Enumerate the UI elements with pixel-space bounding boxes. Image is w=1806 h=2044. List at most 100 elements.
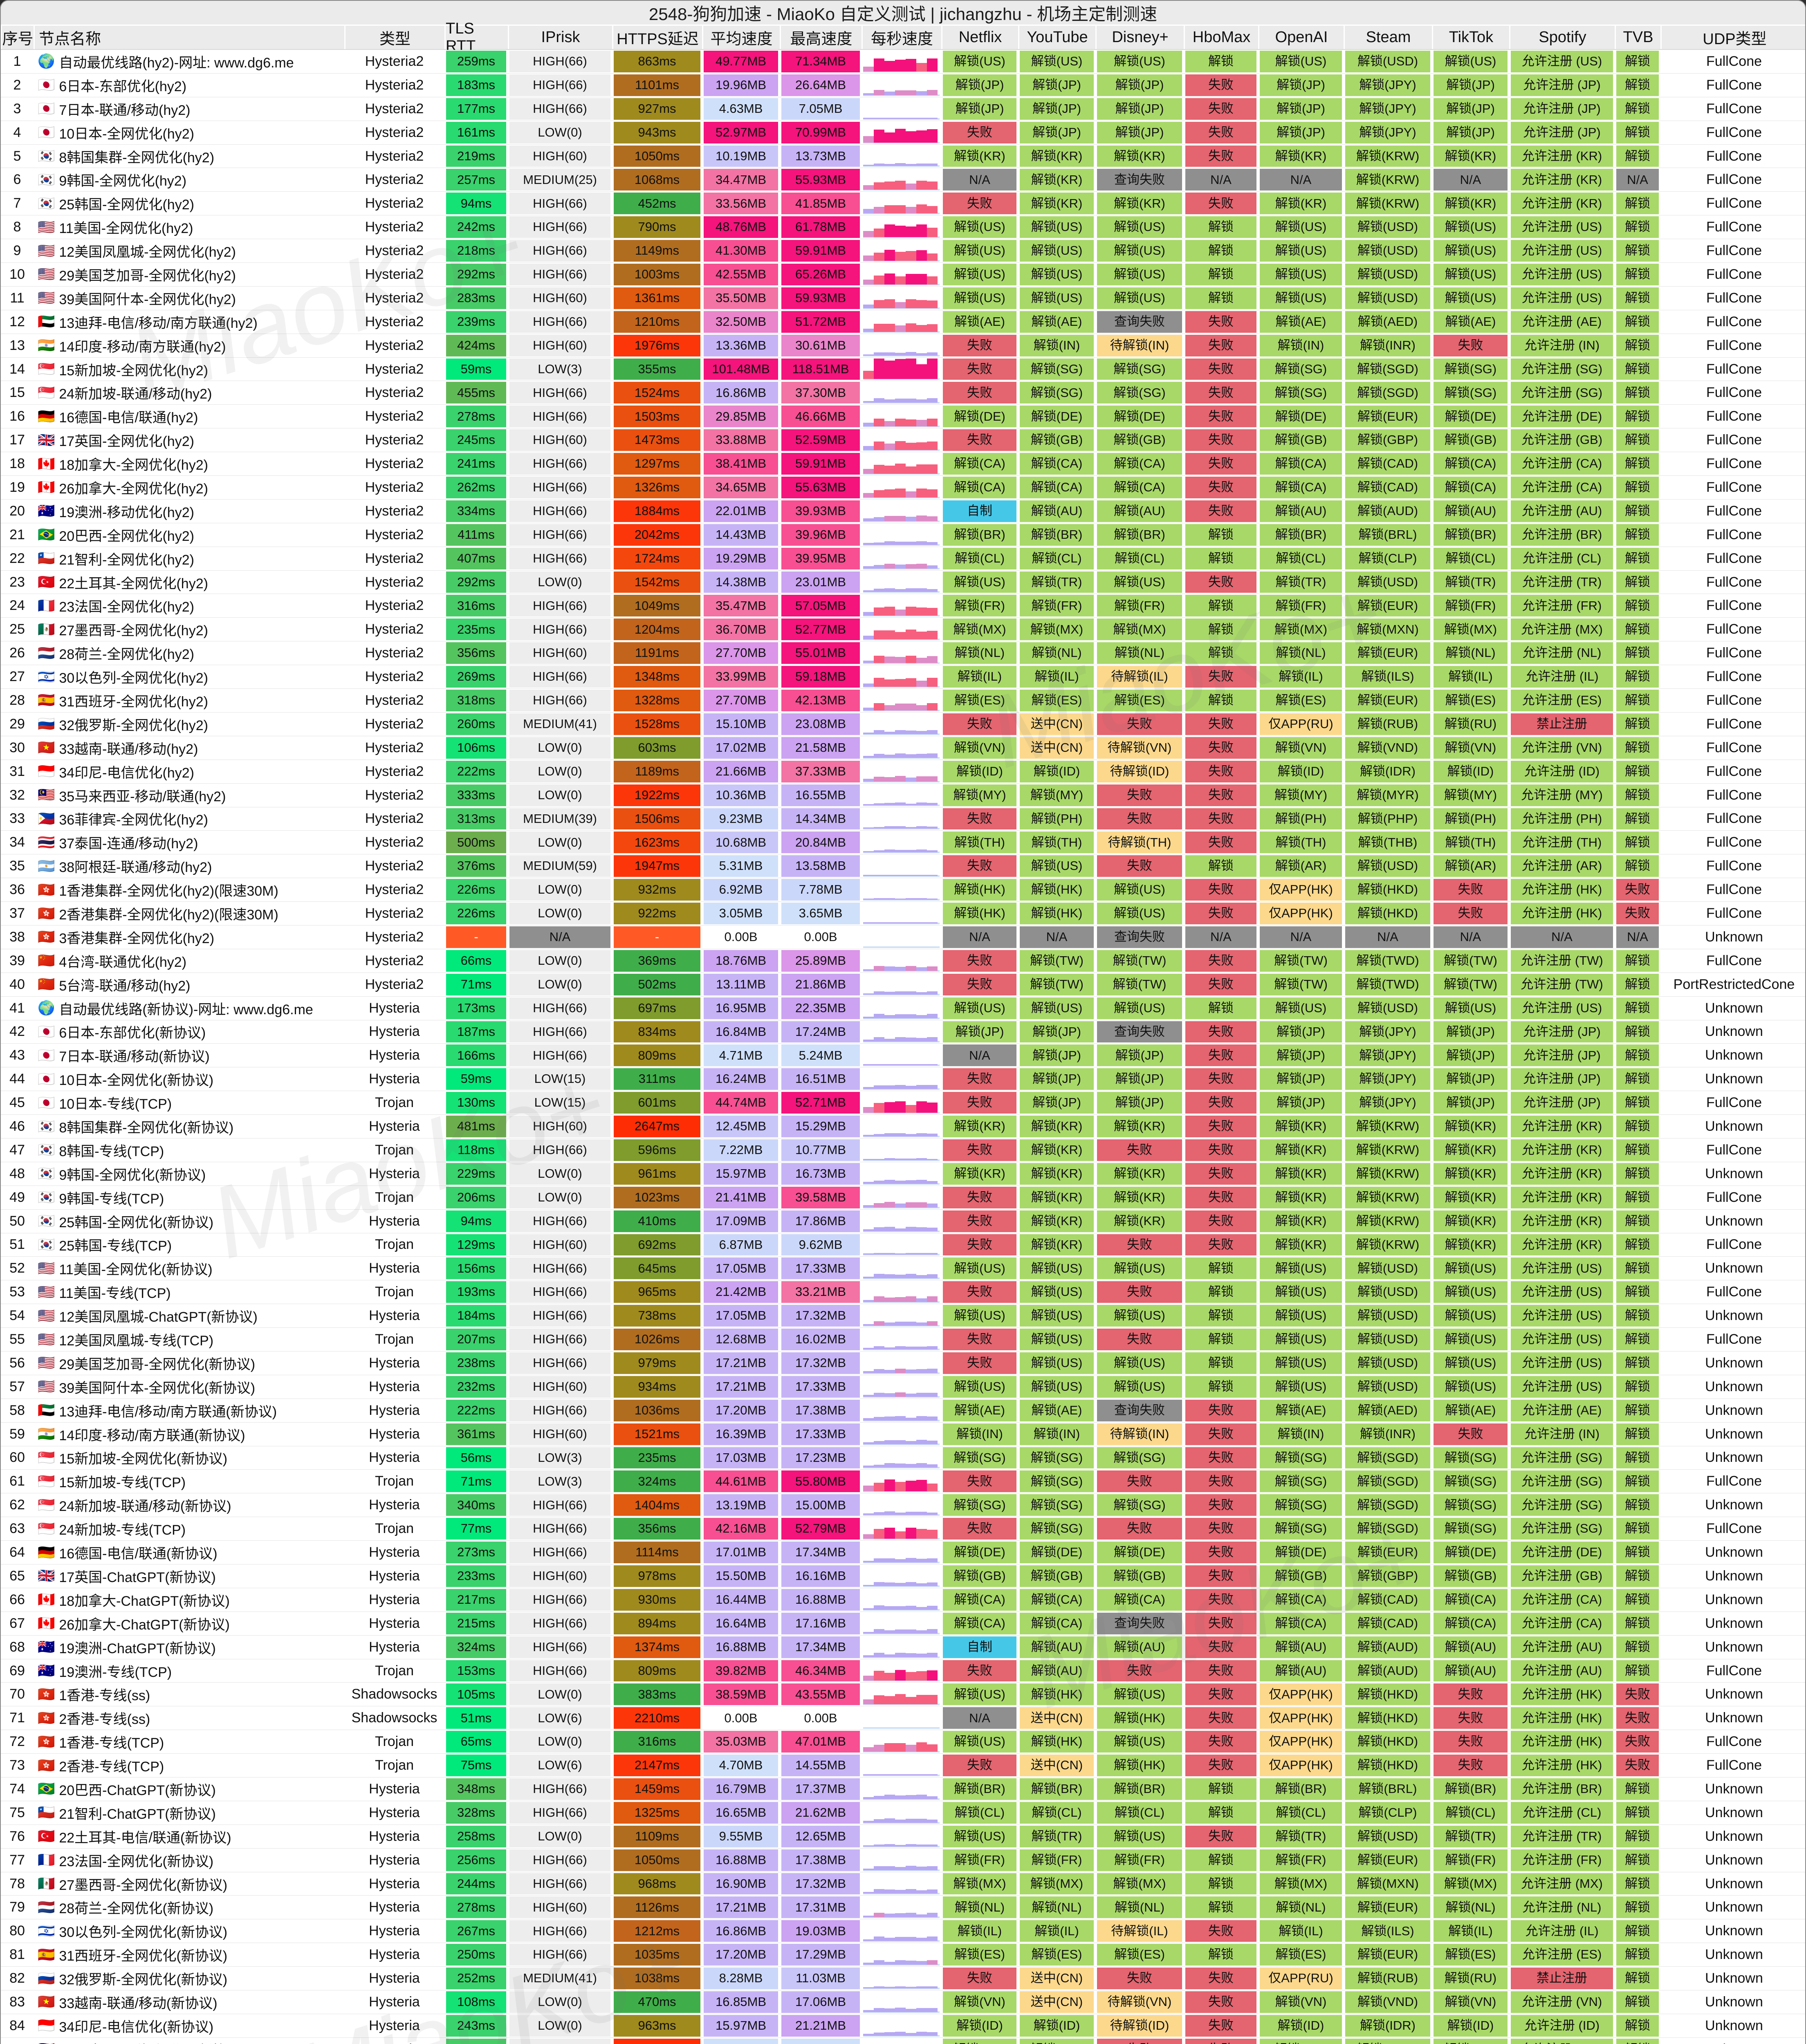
cell-index: 28 — [9, 692, 25, 708]
cell-disneyplus: 解锁(GB) — [1095, 428, 1184, 452]
cell-openai: 仅APP(HK) — [1258, 902, 1344, 925]
cell-index: 7 — [13, 195, 21, 211]
flag-icon: 🇷🇺 — [38, 1970, 55, 1986]
speed-bars — [861, 973, 941, 996]
cell-udp-type: FullCone — [1706, 172, 1762, 188]
cell-netflix: 失败 — [941, 192, 1018, 215]
table-row: 44 🇯🇵 10日本-全网优化(新协议) Hysteria 59ms LOW(15) 311… — [1, 1067, 1805, 1091]
cell-type: Trojan — [375, 1473, 414, 1489]
cell-tvb: 解锁 — [1615, 1564, 1660, 1588]
speed-bars — [861, 1754, 941, 1777]
table-row: 79 🇳🇱 28荷兰-全网优化(新协议) Hysteria 278ms HIGH(60) 1… — [1, 1896, 1805, 1920]
speed-bars — [861, 523, 941, 547]
cell-iprisk: N/A — [508, 925, 612, 949]
table-row: 84 🇮🇩 34印尼-电信优化(新协议) Hysteria 243ms LOW(0) 963… — [1, 2014, 1805, 2038]
cell-type: Hysteria2 — [365, 905, 424, 921]
cell-max-speed: 37.30MB — [780, 381, 861, 405]
node-name: 🇪🇸 31西班牙-全网优化(hy2) — [34, 689, 344, 712]
node-name: 🇲🇽 27墨西哥-全网优化(hy2) — [34, 618, 344, 641]
table-row: 74 🇧🇷 20巴西-ChatGPT(新协议) Hysteria 348ms HIGH(6… — [1, 1777, 1805, 1801]
node-name: 🇺🇸 39美国阿什本-全网优化(新协议) — [34, 1375, 344, 1399]
flag-icon: 🇺🇸 — [38, 1379, 55, 1395]
node-name: 🇧🇷 20巴西-ChatGPT(新协议) — [34, 1777, 344, 1801]
cell-steam: 解锁(USD) — [1344, 215, 1432, 239]
node-name-text: 33越南-联通/移动(hy2) — [59, 741, 198, 757]
cell-tiktok: 解锁(US) — [1432, 50, 1509, 73]
cell-type: Hysteria2 — [365, 976, 424, 992]
cell-netflix: 解锁(SG) — [941, 1493, 1018, 1517]
cell-youtube: 解锁(KR) — [1018, 1115, 1095, 1138]
cell-youtube: 送中(CN) — [1018, 1967, 1095, 1990]
cell-tiktok: 解锁(VN) — [1432, 1990, 1509, 2014]
speed-bars — [861, 1730, 941, 1753]
cell-tiktok: 解锁(VN) — [1432, 736, 1509, 760]
node-name-text: 32俄罗斯-全网优化(新协议) — [59, 1972, 228, 1988]
cell-https-latency: 2210ms — [612, 1706, 702, 1730]
table-row: 12 🇦🇪 13迪拜-电信/移动/南方联通(hy2) Hysteria2 239ms HI… — [1, 310, 1805, 334]
cell-netflix: 解锁(NL) — [941, 641, 1018, 665]
table-row: 35 🇦🇷 38阿根廷-联通/移动(hy2) Hysteria2 376ms MEDIUM… — [1, 854, 1805, 879]
cell-https-latency: 692ms — [612, 1233, 702, 1257]
cell-openai: N/A — [1258, 168, 1344, 192]
cell-youtube: 解锁(ES) — [1018, 689, 1095, 712]
cell-hbomax: 失败 — [1184, 570, 1258, 594]
cell-index: 62 — [9, 1497, 25, 1513]
table-row: 22 🇨🇱 21智利-全网优化(hy2) Hysteria2 407ms HIGH(66)… — [1, 547, 1805, 571]
cell-spotify: 允许注册 (US) — [1509, 1280, 1615, 1304]
cell-youtube: 解锁(JP) — [1018, 97, 1095, 121]
flag-icon: 🇸🇬 — [38, 1473, 55, 1489]
cell-netflix: 解锁(CA) — [941, 476, 1018, 499]
cell-avg-speed: 38.59MB — [702, 1683, 780, 1706]
cell-youtube: 解锁(ID) — [1018, 760, 1095, 783]
cell-openai: 解锁(US) — [1258, 1304, 1344, 1328]
flag-icon: 🇭🇰 — [38, 1686, 55, 1702]
cell-type: Hysteria — [369, 1591, 420, 1607]
node-name: 🇮🇳 14印度-移动/南方联通(hy2) — [34, 334, 344, 357]
cell-openai: 解锁(US) — [1258, 50, 1344, 73]
cell-type: Hysteria — [369, 1947, 420, 1963]
table-row: 69 🇦🇺 19澳洲-专线(TCP) Trojan 153ms HIGH(66) 809ms… — [1, 1659, 1805, 1683]
cell-type: Hysteria — [369, 1355, 420, 1371]
table-row: 80 🇮🇱 30以色列-全网优化(新协议) Hysteria 267ms HIGH(66)… — [1, 1919, 1805, 1943]
cell-https-latency: 1036ms — [612, 1399, 702, 1422]
cell-tls-rtt: 217ms — [444, 1588, 508, 1611]
flag-icon: 🇫🇷 — [38, 1852, 55, 1868]
cell-https-latency: 1297ms — [612, 452, 702, 476]
flag-icon: 🇭🇰 — [38, 1710, 55, 1726]
cell-tvb: 解锁 — [1615, 476, 1660, 499]
cell-youtube: 解锁(HK) — [1018, 902, 1095, 925]
flag-icon: 🇺🇸 — [38, 1355, 55, 1371]
cell-disneyplus: 解锁(JP) — [1095, 1067, 1184, 1091]
cell-youtube: 送中(CN) — [1018, 1990, 1095, 2014]
cell-hbomax: 失败 — [1184, 1967, 1258, 1990]
cell-spotify: 允许注册 (DE) — [1509, 1541, 1615, 1564]
cell-max-speed: 47.01MB — [780, 1730, 861, 1754]
cell-tiktok: 解锁(FR) — [1432, 594, 1509, 618]
node-name-text: 15新加坡-全网优化(新协议) — [59, 1451, 228, 1467]
cell-disneyplus: 待解锁(IN) — [1095, 334, 1184, 357]
flag-icon: 🇬🇧 — [38, 432, 55, 448]
cell-youtube: 解锁(IL) — [1018, 1919, 1095, 1943]
cell-iprisk: LOW(6) — [508, 1754, 612, 1777]
cell-index: 71 — [9, 1710, 25, 1726]
table-row: 71 🇭🇰 2香港-专线(ss) Shadowsocks 51ms LOW(6) 2210m… — [1, 1706, 1805, 1730]
cell-spotify: 允许注册 (MY) — [1509, 2037, 1615, 2044]
cell-index: 49 — [9, 1189, 25, 1205]
cell-https-latency: 1212ms — [612, 1919, 702, 1943]
cell-https-latency: 2647ms — [612, 1115, 702, 1138]
cell-udp-type: FullCone — [1706, 834, 1762, 850]
cell-avg-speed: 16.86MB — [702, 381, 780, 405]
flag-icon: 🇧🇷 — [38, 527, 55, 543]
cell-spotify: 允许注册 (KR) — [1509, 1138, 1615, 1162]
speed-bars — [861, 1896, 941, 1919]
cell-tiktok: 解锁(US) — [1432, 996, 1509, 1020]
node-name-text: 12美国凤凰城-ChatGPT(新协议) — [59, 1309, 258, 1325]
cell-spotify: 允许注册 (PH) — [1509, 807, 1615, 831]
cell-steam: 解锁(EUR) — [1344, 1848, 1432, 1872]
table-row: 65 🇬🇧 17英国-ChatGPT(新协议) Hysteria 233ms HIGH(6… — [1, 1564, 1805, 1588]
cell-iprisk: LOW(0) — [508, 783, 612, 807]
flag-icon: 🇰🇷 — [38, 1142, 55, 1158]
cell-udp-type: Unknown — [1705, 1568, 1763, 1584]
cell-tvb: 解锁 — [1615, 736, 1660, 760]
